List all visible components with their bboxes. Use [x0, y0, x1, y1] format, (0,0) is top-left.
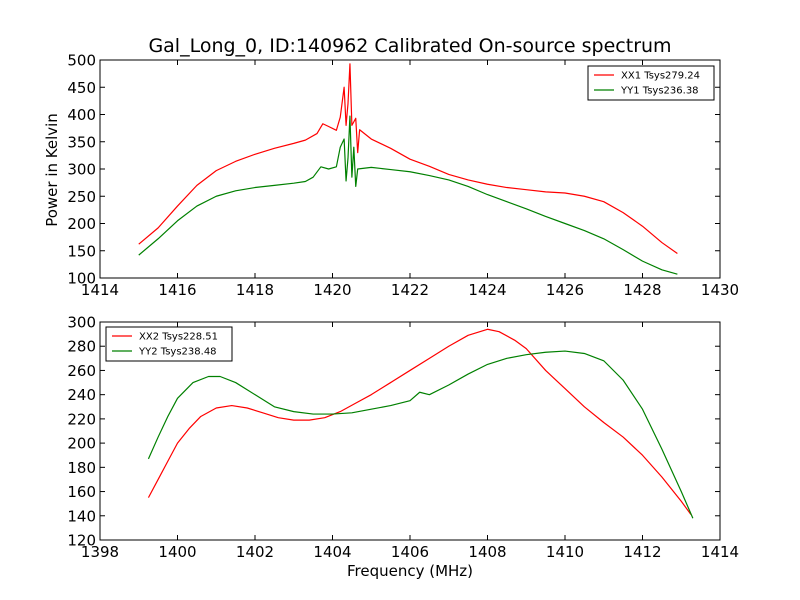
- bottom-x-tick-label: 1406: [391, 543, 429, 561]
- bottom-y-tick-label: 260: [67, 362, 96, 380]
- bottom-series-line-2: [147, 350, 694, 519]
- top-legend: XX1 Tsys279.24 YY1 Tsys236.38: [587, 65, 715, 101]
- bottom-x-tick-label: 1398: [81, 543, 119, 561]
- y-axis-label: Power in Kelvin: [43, 113, 61, 227]
- top-y-tick-label: 100: [67, 270, 96, 288]
- bottom-x-tick-label: 1402: [236, 543, 274, 561]
- bottom-y-tick-label: 280: [67, 338, 96, 356]
- top-x-tick-label: 1420: [313, 281, 351, 299]
- top-x-tick-label: 1430: [701, 281, 739, 299]
- top-y-tick-label: 350: [67, 133, 96, 151]
- bottom-y-tick-label: 120: [67, 532, 96, 550]
- bottom-spectrum-plot: 1398 1400 1402 1404 1406 1408 1410 1412 1414 120 1…: [67, 314, 739, 562]
- top-y-tick-label: 300: [67, 161, 96, 179]
- bottom-legend: XX2 Tsys228.51 YY2 Tsys238.48: [105, 326, 233, 362]
- top-x-tick-label: 1414: [81, 281, 119, 299]
- top-y-tick-label: 250: [67, 188, 96, 206]
- figure-title: Gal_Long_0, ID:140962 Calibrated On-sour…: [148, 35, 671, 57]
- top-x-tick-label: 1428: [623, 281, 661, 299]
- bottom-x-tick-label: 1412: [623, 543, 661, 561]
- top-y-tick-label: 500: [67, 52, 96, 70]
- bottom-x-tick-label: 1410: [546, 543, 584, 561]
- top-spectrum-plot: 1414 1416 1418 1420 1422 1424 1426 1428 1430 100 1…: [67, 52, 739, 300]
- bottom-x-tick-label: 1400: [158, 543, 196, 561]
- top-series-line-2: [138, 115, 678, 275]
- bottom-y-tick-label: 140: [67, 507, 96, 525]
- top-legend-box: [587, 65, 715, 101]
- bottom-y-tick-label: 300: [67, 314, 96, 332]
- bottom-y-tick-label: 180: [67, 459, 96, 477]
- top-x-tick-label: 1426: [546, 281, 584, 299]
- top-x-tick-label: 1424: [468, 281, 506, 299]
- x-axis-label: Frequency (MHz): [347, 562, 473, 580]
- bottom-y-tick-label: 200: [67, 435, 96, 453]
- top-x-tick-label: 1416: [158, 281, 196, 299]
- top-x-tick-label: 1422: [391, 281, 429, 299]
- top-y-tick-label: 200: [67, 215, 96, 233]
- bottom-y-tick-label: 240: [67, 386, 96, 404]
- bottom-legend-label-2: YY2 Tsys238.48: [138, 347, 217, 358]
- bottom-legend-label-1: XX2 Tsys228.51: [139, 332, 218, 343]
- top-legend-label-2: YY1 Tsys236.38: [620, 86, 699, 97]
- bottom-x-tick-label: 1404: [313, 543, 351, 561]
- top-series-line-1: [138, 63, 678, 254]
- bottom-series-line-1: [147, 328, 692, 515]
- top-x-tick-label: 1418: [236, 281, 274, 299]
- top-y-tick-label: 400: [67, 106, 96, 124]
- bottom-x-tick-label: 1414: [701, 543, 739, 561]
- bottom-y-tick-label: 160: [67, 483, 96, 501]
- bottom-y-tick-label: 220: [67, 410, 96, 428]
- top-y-tick-label: 450: [67, 79, 96, 97]
- top-y-tick-label: 150: [67, 242, 96, 260]
- top-legend-label-1: XX1 Tsys279.24: [621, 71, 700, 82]
- bottom-x-tick-label: 1408: [468, 543, 506, 561]
- bottom-legend-box: [105, 326, 233, 362]
